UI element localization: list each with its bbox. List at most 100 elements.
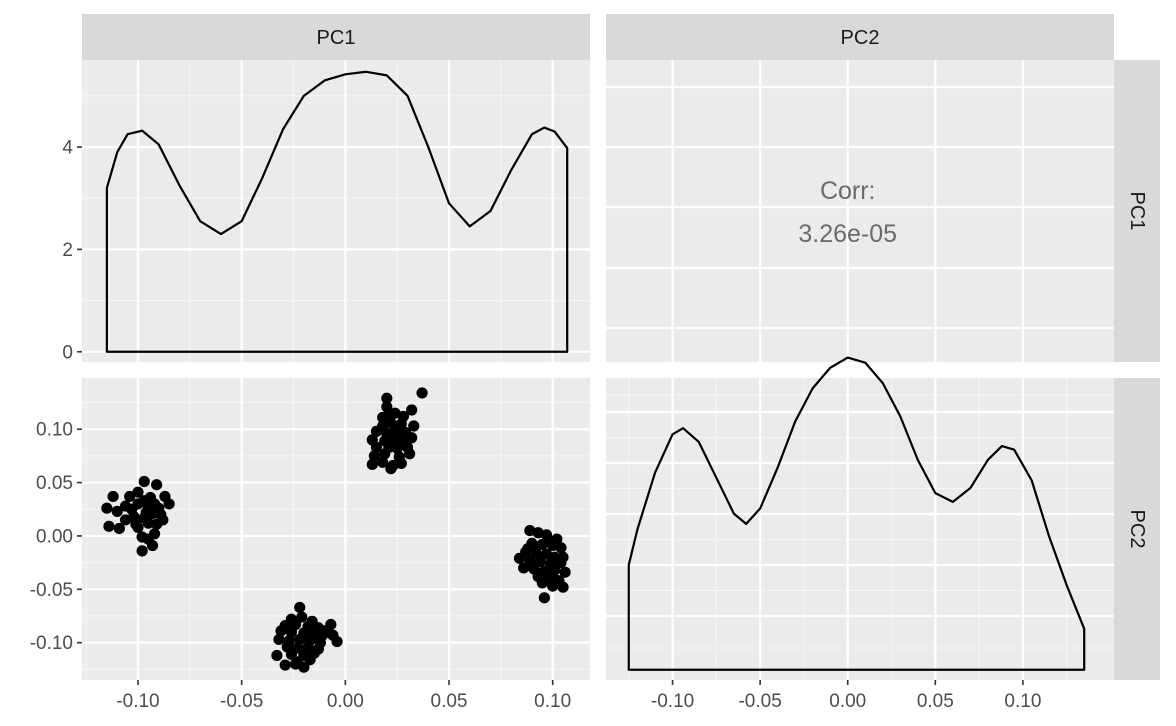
scatter-point [547, 569, 559, 582]
scatter-point [555, 542, 567, 554]
y-axis-pc2-tick-label: -0.10 [30, 633, 73, 654]
scatter-point [103, 520, 115, 532]
strip-right-label: PC2 [1126, 510, 1148, 549]
x-axis-pc2-tick-label: 0.05 [917, 691, 954, 712]
scatter-point [379, 448, 391, 460]
scatter-point [157, 514, 169, 526]
density-curve-pc2 [627, 356, 1086, 671]
scatter-point [542, 535, 555, 547]
scatter-point [132, 486, 144, 498]
scatter-point [406, 432, 418, 444]
scatter-point [370, 441, 383, 453]
scatter-point [138, 475, 150, 488]
strip-top-label: PC2 [841, 27, 880, 49]
y-axis-pc2-tick-label: 0.05 [36, 473, 73, 494]
scatter-point [124, 490, 136, 503]
scatter-point [331, 635, 343, 648]
scatter-point [275, 625, 287, 637]
scatter-point [138, 495, 150, 507]
scatter-point [148, 528, 161, 540]
scatter-point [395, 457, 407, 469]
scatter-point [370, 425, 383, 437]
scatter-point [559, 566, 571, 578]
scatter-point [142, 517, 154, 529]
scatter-point [366, 458, 378, 471]
scatter-point [526, 559, 538, 571]
scatter-point [294, 633, 306, 646]
y-axis-pc1-tick-label: 2 [62, 240, 73, 261]
strip-top-label: PC1 [317, 27, 356, 49]
panel-pc2-pc2 [606, 378, 1114, 680]
scatter-point [391, 442, 403, 455]
scatter-point [294, 601, 306, 614]
scatter-point [285, 648, 298, 660]
scatter-point [111, 505, 123, 517]
scatter-point [273, 633, 285, 646]
corr-label: Corr: [820, 177, 876, 205]
scatter-point [304, 654, 316, 666]
scatter-point [416, 387, 428, 399]
scatter-point [101, 502, 113, 514]
strips-layer: PC1 PC2 PC1 PC2 [82, 14, 1160, 680]
strip-right-pc1 [1114, 60, 1160, 362]
scatter-point [522, 543, 534, 555]
scatter-point [538, 592, 550, 604]
scatter-point [381, 392, 393, 404]
scatter-point [130, 518, 142, 530]
x-axis-pc1-tick-label: 0.10 [534, 691, 571, 712]
y-axis-pc1-tick-label: 0 [62, 342, 73, 363]
scatter-point [119, 514, 132, 526]
scatter-point [325, 618, 337, 631]
scatter-point [404, 448, 416, 460]
scatter-point [163, 498, 175, 510]
scatter-point [557, 581, 569, 593]
scatter-point [547, 580, 559, 592]
x-axis-pc2-tick-label: 0.00 [829, 691, 866, 712]
panels-layer: Corr: 3.26e-05 [82, 60, 1114, 680]
y-axis-pc2-tick-label: -0.05 [30, 580, 73, 601]
strip-right-pc2 [1114, 378, 1160, 680]
scatter-point [296, 611, 308, 623]
scatter-point [536, 577, 548, 589]
axes-layer: 0 2 4 0.10 0.05 0.00 -0.05 -0.10 -0.10 -0.05 0.00 0… [30, 138, 1042, 712]
panel-pc1-pc2 [606, 60, 1114, 362]
strip-top-pc1 [82, 14, 590, 60]
x-axis-pc1-tick-label: 0.00 [327, 691, 364, 712]
scatter-point [385, 463, 397, 475]
density-curve-pc1 [105, 70, 569, 353]
strip-right-label: PC1 [1126, 192, 1148, 231]
panel-pc1-pc1 [82, 60, 590, 362]
scatter-point [126, 503, 138, 515]
strip-top-pc2 [606, 14, 1114, 60]
panel-pc1-pc2-grid [606, 60, 1114, 362]
scatter-point [279, 659, 291, 671]
scatter-point [389, 421, 401, 433]
scatter-point [377, 411, 389, 424]
scatter-point [107, 490, 119, 503]
scatter-point [146, 539, 159, 552]
scatter-point [513, 552, 526, 564]
scatter-point [271, 649, 283, 662]
scatter-point [285, 626, 298, 638]
y-axis-pc2-tick-label: 0.00 [36, 526, 73, 547]
scatter-point [408, 420, 420, 432]
scatter-point [136, 545, 148, 557]
scatter-point [151, 479, 163, 491]
scatter-point [555, 557, 567, 569]
x-axis-pc1-tick-label: 0.05 [431, 691, 468, 712]
y-axis-pc1-tick-label: 4 [62, 138, 73, 159]
x-axis-pc2-tick-label: 0.10 [1004, 691, 1041, 712]
x-axis-pc2-tick-label: -0.10 [651, 691, 694, 712]
x-axis-pc2-tick-label: -0.05 [738, 691, 781, 712]
x-axis-pc1-tick-label: -0.10 [116, 691, 159, 712]
x-axis-pc1-tick-label: -0.05 [220, 691, 263, 712]
panel-pc2-pc2-grid [606, 378, 1114, 680]
scatter-point [368, 450, 380, 462]
scatter-point [148, 498, 161, 510]
scatter-point [289, 658, 302, 670]
scatter-point [113, 522, 125, 535]
scatter-point [406, 404, 418, 416]
corr-value: 3.26e-05 [798, 220, 897, 248]
scatter-point [377, 456, 389, 468]
